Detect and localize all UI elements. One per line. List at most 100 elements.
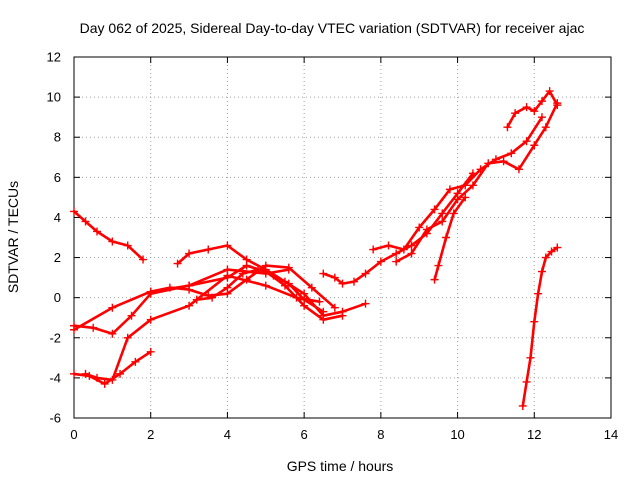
data-point	[361, 299, 370, 308]
data-point	[530, 317, 539, 326]
y-tick-label: -2	[49, 330, 61, 345]
data-point	[307, 283, 316, 292]
data-point	[530, 107, 539, 116]
data-point	[392, 249, 401, 258]
data-series-arc-8	[192, 265, 328, 316]
y-axis-label: SDTVAR / TECUs	[5, 181, 21, 293]
tick-layer: 0 2 4 6 8 10 12 14 -6 -4 -2 0 2 4 6 8 10 12	[47, 50, 619, 443]
x-tick-label: 10	[450, 427, 464, 442]
data-point	[185, 285, 194, 294]
data-series-arc-1	[70, 207, 148, 264]
data-point	[338, 279, 347, 288]
data-point	[461, 193, 470, 202]
data-point	[407, 249, 416, 258]
data-point	[165, 283, 174, 292]
data-point	[108, 237, 117, 246]
data-point	[522, 377, 531, 386]
data-point	[361, 269, 370, 278]
data-point	[537, 267, 546, 276]
data-point	[100, 379, 109, 388]
data-point	[511, 109, 520, 118]
data-point	[537, 113, 546, 122]
data-point	[223, 273, 232, 282]
data-point	[530, 141, 539, 150]
data-point	[127, 311, 136, 320]
chart-title: Day 062 of 2025, Sidereal Day-to-day VTE…	[80, 20, 585, 36]
series-line	[149, 264, 337, 310]
y-tick-label: 4	[54, 210, 61, 225]
data-point	[547, 247, 556, 256]
data-point	[522, 103, 531, 112]
data-point	[434, 261, 443, 270]
data-point	[89, 323, 98, 332]
data-point	[284, 263, 293, 272]
data-point	[93, 227, 102, 236]
data-point	[330, 303, 339, 312]
data-series-arc-11	[392, 99, 562, 266]
data-point	[70, 369, 78, 378]
data-point	[204, 245, 213, 254]
data-point	[369, 245, 378, 254]
grid-layer	[74, 57, 611, 418]
data-point	[108, 303, 117, 312]
data-point	[534, 289, 543, 298]
data-point	[300, 295, 309, 304]
data-point	[514, 165, 523, 174]
data-point	[261, 281, 270, 290]
series-line	[84, 274, 321, 382]
data-point	[468, 181, 477, 190]
data-point	[146, 347, 155, 356]
data-point	[461, 181, 470, 190]
data-point	[123, 241, 132, 250]
data-point	[499, 157, 508, 166]
data-point	[108, 375, 117, 384]
data-point	[422, 225, 431, 234]
series-line	[321, 172, 475, 285]
data-point	[438, 209, 447, 218]
data-point	[123, 333, 132, 342]
data-point	[430, 275, 439, 284]
data-series-arc-10	[369, 113, 546, 254]
data-point	[254, 265, 263, 274]
data-point	[545, 87, 554, 96]
data-point	[284, 279, 293, 288]
data-point	[541, 123, 550, 132]
series-layer	[70, 87, 562, 410]
data-series-arc-3	[70, 265, 293, 338]
y-tick-label: 12	[47, 50, 61, 65]
y-tick-label: 10	[47, 90, 61, 105]
data-series-arc-7	[146, 261, 339, 312]
data-point	[315, 297, 324, 306]
data-point	[319, 269, 328, 278]
data-point	[430, 205, 439, 214]
data-point	[185, 301, 194, 310]
y-tick-label: 0	[54, 290, 61, 305]
series-line	[72, 268, 291, 336]
data-point	[146, 287, 155, 296]
data-point	[553, 101, 562, 110]
data-point	[319, 307, 328, 316]
data-point	[392, 257, 401, 266]
data-point	[415, 223, 424, 232]
plot-frame	[73, 56, 612, 419]
data-point	[484, 159, 493, 168]
data-point	[131, 357, 140, 366]
data-point	[384, 241, 393, 250]
data-point	[81, 369, 90, 378]
series-line	[394, 101, 559, 263]
data-point	[93, 373, 102, 382]
data-point	[537, 97, 546, 106]
data-point	[223, 241, 232, 250]
x-tick-label: 0	[70, 427, 77, 442]
data-point	[541, 253, 550, 262]
data-series-arc-12	[430, 193, 470, 284]
data-point	[269, 271, 278, 280]
data-point	[70, 207, 78, 216]
data-point	[330, 273, 339, 282]
data-point	[146, 315, 155, 324]
data-point	[173, 259, 182, 268]
data-point	[518, 401, 527, 410]
data-point	[261, 261, 270, 270]
